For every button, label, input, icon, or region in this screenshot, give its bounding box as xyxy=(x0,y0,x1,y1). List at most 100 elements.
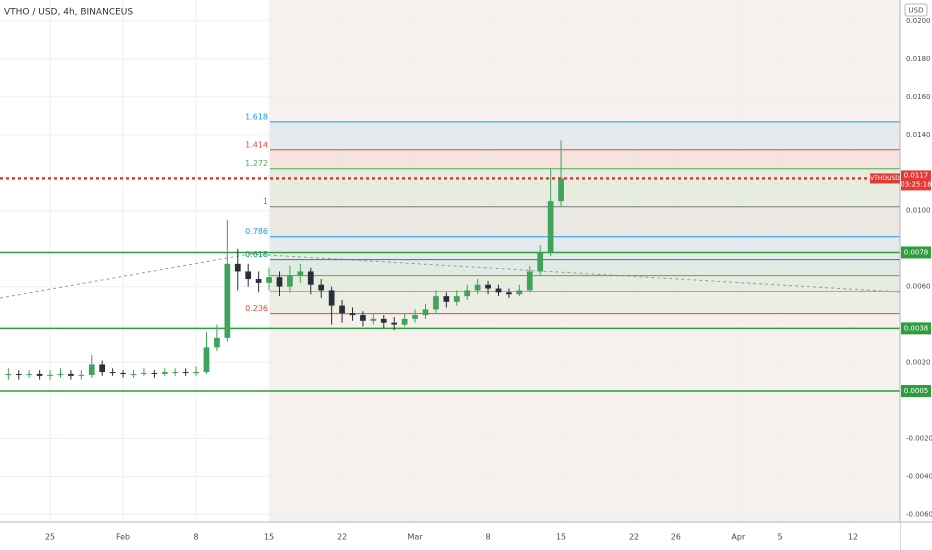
fib-fill xyxy=(270,291,900,314)
candle-body xyxy=(88,364,95,375)
candle-body xyxy=(422,309,429,316)
x-tick-label: 15 xyxy=(556,533,566,542)
candle-body xyxy=(474,284,481,291)
candle-body xyxy=(99,364,106,373)
candle-body xyxy=(433,296,439,310)
level-badge xyxy=(901,322,931,335)
x-tick-label: Feb xyxy=(116,533,130,542)
candle-body xyxy=(558,178,564,202)
y-tick-label: -0.0020 xyxy=(906,434,932,442)
last-price-symbol: VTHOUSD xyxy=(870,175,900,182)
x-tick-label: 12 xyxy=(848,533,858,542)
fib-label: 1.414 xyxy=(245,140,268,149)
candle-body xyxy=(141,372,147,374)
y-tick-label: 0.0160 xyxy=(906,93,931,101)
fib-label: 0.786 xyxy=(245,227,268,236)
fib-fill xyxy=(270,168,900,207)
date-range-shade xyxy=(270,0,900,522)
candle-body xyxy=(5,373,12,375)
candle-body xyxy=(255,279,262,283)
fib-fill xyxy=(270,275,900,292)
fib-label: 1.618 xyxy=(245,112,268,121)
candle-body xyxy=(182,372,189,374)
candle-body xyxy=(464,290,471,297)
candle-body xyxy=(307,271,314,285)
candle-body xyxy=(224,263,231,338)
candle-body xyxy=(203,347,210,373)
candle-body xyxy=(547,201,554,253)
candle-body xyxy=(161,372,168,374)
x-tick-label: Apr xyxy=(731,533,746,542)
x-tick-label: 26 xyxy=(671,533,681,542)
candle-body xyxy=(26,373,33,375)
candle-body xyxy=(36,373,43,376)
y-tick-label: 0.0200 xyxy=(906,17,931,25)
fib-fill xyxy=(270,206,900,237)
candle-body xyxy=(57,373,64,375)
x-tick-label: 22 xyxy=(337,533,347,542)
fib-fill xyxy=(270,121,900,150)
y-tick-label: 0.0060 xyxy=(906,283,931,291)
candle-body xyxy=(234,263,241,272)
x-tick-label: 15 xyxy=(264,533,274,542)
candle-body xyxy=(172,372,179,374)
candle-body xyxy=(443,296,450,302)
y-tick-label: -0.0040 xyxy=(906,472,932,480)
candle-body xyxy=(297,271,304,276)
level-badge-label: 0.0038 xyxy=(904,324,929,332)
candle-body xyxy=(276,277,283,287)
level-badge xyxy=(901,385,931,398)
last-price-badge xyxy=(901,170,931,191)
y-tick-label: 0.0140 xyxy=(906,131,931,139)
fib-fill xyxy=(270,236,900,260)
fib-label: 1.272 xyxy=(245,159,268,168)
candle-body xyxy=(453,296,460,302)
last-price-symbol-badge xyxy=(870,173,900,184)
candle-body xyxy=(68,373,74,376)
candle-body xyxy=(151,372,158,374)
candle-body xyxy=(537,252,544,272)
price-axis xyxy=(900,0,932,550)
chart-title: VTHO / USD, 4h, BINANCEUS xyxy=(4,8,133,18)
candle-body xyxy=(318,284,325,291)
x-tick-label: Mar xyxy=(408,533,424,542)
fib-label: 0.618 xyxy=(245,250,268,259)
candle-body xyxy=(339,305,345,314)
candle-body xyxy=(485,284,491,289)
candle-body xyxy=(360,315,366,321)
candle-body xyxy=(495,288,502,293)
x-tick-label: 8 xyxy=(486,533,491,542)
currency-box xyxy=(904,3,928,17)
level-badge-label: 0.0005 xyxy=(904,387,929,395)
y-tick-label: 0.0100 xyxy=(906,207,931,215)
x-tick-label: 5 xyxy=(778,533,783,542)
candle-body xyxy=(412,315,418,319)
y-tick-label: 0.0020 xyxy=(906,359,931,367)
candle-body xyxy=(349,313,356,316)
candle-body xyxy=(401,318,408,325)
x-tick-label: 22 xyxy=(629,533,639,542)
trend-line xyxy=(0,253,251,299)
y-tick-label: -0.0060 xyxy=(906,510,932,518)
y-tick-label: 0.0180 xyxy=(906,55,931,63)
candle-body xyxy=(109,372,116,374)
candle-body xyxy=(193,372,199,374)
candle-body xyxy=(120,372,126,374)
candle-body xyxy=(380,318,387,323)
candle-body xyxy=(15,373,22,375)
candle-body xyxy=(130,373,137,375)
candle-body xyxy=(266,277,272,283)
candle-body xyxy=(506,292,512,295)
candle-body xyxy=(287,275,293,287)
last-price-countdown: 03:25:18 xyxy=(900,180,931,188)
trend-line xyxy=(249,253,901,293)
candle-body xyxy=(526,271,533,291)
fib-fill xyxy=(270,259,900,276)
level-badge-label: 0.0078 xyxy=(904,248,929,256)
candle-body xyxy=(391,322,398,325)
fib-fill xyxy=(270,149,900,169)
candle-body xyxy=(214,337,220,348)
last-price-label: 0.0117 xyxy=(904,171,929,179)
fib-label: 0.236 xyxy=(245,304,268,313)
